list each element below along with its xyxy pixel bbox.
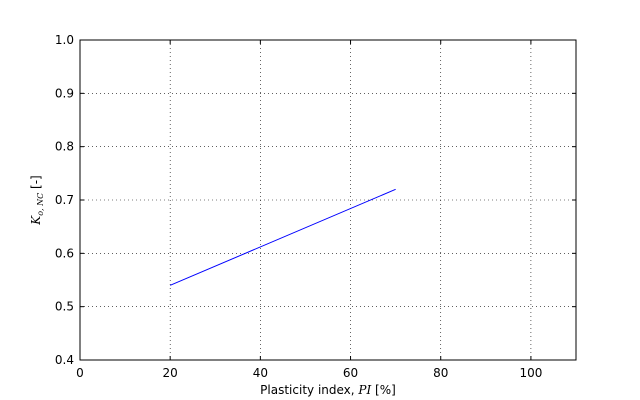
y-tick-label: 0.4 (55, 353, 74, 367)
y-tick-label: 1.0 (55, 33, 74, 47)
y-axis-label-suffix: [-] (29, 175, 43, 193)
y-tick-label: 0.6 (55, 246, 74, 260)
y-tick-label: 0.7 (55, 193, 74, 207)
y-axis-label-math: K (29, 215, 43, 226)
y-tick-labels: 0.4 0.5 0.6 0.7 0.8 0.9 1.0 (55, 33, 74, 367)
x-axis-label-prefix: Plasticity index, (260, 383, 358, 397)
y-tick-label: 0.5 (55, 300, 74, 314)
x-tick-label: 0 (76, 366, 84, 380)
series-layer (169, 188, 396, 286)
grid (80, 40, 576, 360)
series-line (169, 188, 396, 286)
x-tick-label: 80 (433, 366, 448, 380)
x-axis-label: Plasticity index, PI [%] (260, 383, 396, 397)
ticks (79, 39, 576, 361)
x-tick-labels: 0 20 40 60 80 100 (76, 366, 542, 380)
y-tick-label: 0.9 (55, 86, 74, 100)
x-axis-label-math: PI (357, 383, 371, 397)
y-axis-label: Ko, NC [-] (29, 175, 45, 226)
y-tick-label: 0.8 (55, 140, 74, 154)
x-axis-label-suffix: [%] (371, 383, 396, 397)
x-tick-label: 100 (519, 366, 542, 380)
x-tick-label: 60 (343, 366, 358, 380)
y-axis-label-subscript: o, NC (36, 193, 45, 216)
x-tick-label: 20 (163, 366, 178, 380)
x-tick-label: 40 (253, 366, 268, 380)
